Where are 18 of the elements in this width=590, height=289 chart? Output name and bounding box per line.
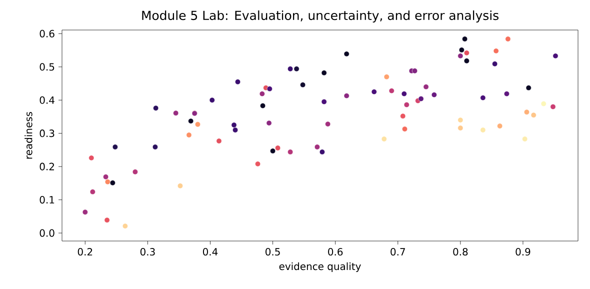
chart-title: Module 5 Lab: Evaluation, uncertainty, and error analysis	[142, 10, 498, 23]
x-tick-label: 0.9	[516, 248, 530, 256]
y-tick-label: 0.5	[40, 63, 54, 71]
x-tick-label: 0.8	[453, 248, 468, 256]
x-tick-label: 0.2	[78, 248, 92, 256]
x-tick-label: 0.7	[390, 248, 405, 256]
x-tick-label: 0.5	[266, 248, 280, 256]
y-tick-label: 0.6	[40, 30, 54, 38]
y-tick-label: 0.2	[40, 162, 54, 170]
y-tick-label: 0.0	[40, 229, 54, 237]
x-tick-label: 0.6	[328, 248, 343, 256]
y-tick-label: 0.4	[40, 96, 54, 104]
x-tick-label: 0.3	[140, 248, 155, 256]
x-tick-label: 0.4	[202, 248, 218, 256]
y-tick-label: 0.1	[40, 196, 54, 204]
x-axis-title: evidence quality	[279, 262, 361, 272]
y-axis-title: readiness	[24, 112, 32, 159]
y-tick-label: 0.3	[40, 130, 54, 138]
